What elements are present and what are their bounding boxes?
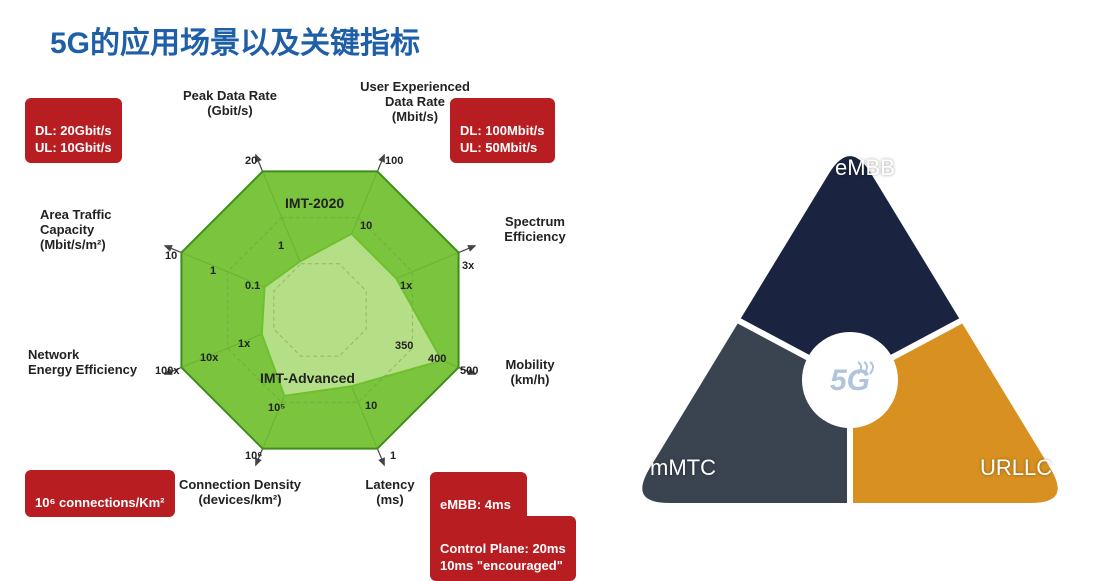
tick: 350 xyxy=(395,340,413,352)
tick: 10⁶ xyxy=(245,450,262,462)
tick: 500 xyxy=(460,365,478,377)
axis-label-mobility: Mobility(km/h) xyxy=(485,358,575,388)
tick: 1 xyxy=(210,265,216,277)
series-label-imt2020: IMT-2020 xyxy=(285,195,344,211)
radar-svg xyxy=(140,130,500,490)
svg-text:5G: 5G xyxy=(830,364,870,397)
axis-label-latency: Latency(ms) xyxy=(345,478,435,508)
page-title: 5G的应用场景以及关键指标 xyxy=(50,18,420,62)
tick: 10 xyxy=(365,400,377,412)
tick: 100 xyxy=(385,155,403,167)
tick: 3x xyxy=(462,260,474,272)
tick: 1 xyxy=(278,240,284,252)
tick: 1 xyxy=(390,450,396,462)
axis-label-energy: Network Energy Efficiency xyxy=(28,348,158,378)
badge-ue: DL: 100Mbit/sUL: 50Mbit/s xyxy=(450,98,555,163)
axis-label-spectrum: Spectrum Efficiency xyxy=(485,215,585,245)
tick: 1x xyxy=(400,280,412,292)
axis-label-conn: Connection Density(devices/km²) xyxy=(160,478,320,508)
tri-label-urllc: URLLC xyxy=(980,455,1052,481)
tick: 10 xyxy=(165,250,177,262)
badge-peak: DL: 20Gbit/sUL: 10Gbit/s xyxy=(25,98,122,163)
tri-label-mmtc: mMTC xyxy=(650,455,716,481)
axis-label-area: Area Traffic Capacity(Mbit/s/m²) xyxy=(40,208,150,253)
tick: 100x xyxy=(155,365,179,377)
tick: 1x xyxy=(238,338,250,350)
badge-conn: 10⁶ connections/Km² xyxy=(25,470,175,517)
tick: 400 xyxy=(428,353,446,365)
axis-label-peak: Peak Data Rate(Gbit/s) xyxy=(170,89,290,119)
tick: 10⁵ xyxy=(268,402,285,414)
tick: 10x xyxy=(200,352,218,364)
tri-label-embb: eMBB xyxy=(835,155,895,181)
tick: 10 xyxy=(360,220,372,232)
series-label-imtadv: IMT-Advanced xyxy=(260,370,355,386)
tick: 0.1 xyxy=(245,280,260,292)
tick: 20 xyxy=(245,155,257,167)
triangle-infographic: 5G eMBB mMTC URLLC xyxy=(605,115,1095,535)
